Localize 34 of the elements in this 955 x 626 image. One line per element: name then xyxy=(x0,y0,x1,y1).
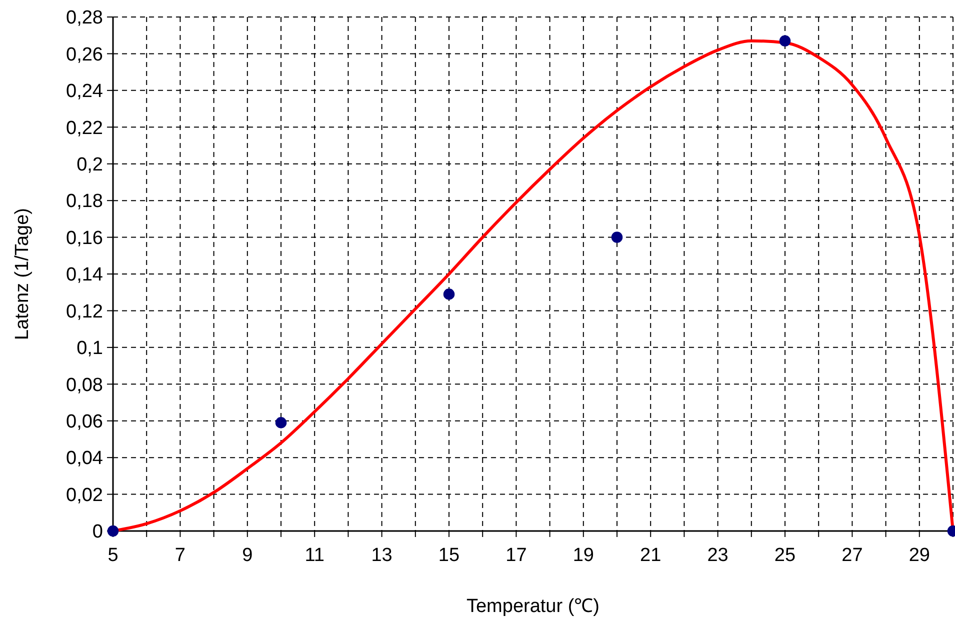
y-tick-label: 0,26 xyxy=(66,44,103,66)
x-tick-label: 13 xyxy=(371,545,392,566)
x-tick-label: 27 xyxy=(842,545,863,566)
point xyxy=(779,35,791,46)
y-tick-label: 0,1 xyxy=(76,338,103,360)
point xyxy=(443,288,455,300)
point xyxy=(275,417,287,428)
x-tick-label: 5 xyxy=(108,545,118,566)
y-tick-label: 0,18 xyxy=(66,191,103,212)
x-tick-label: 11 xyxy=(304,545,324,566)
x-tick-label: 7 xyxy=(174,545,186,566)
x-tick-label: 9 xyxy=(242,545,253,566)
y-tick-label: 0,04 xyxy=(66,448,104,470)
y-tick-label: 0,08 xyxy=(66,374,103,396)
y-tick-label: 0 xyxy=(92,522,103,543)
y-tick-label: 0,02 xyxy=(66,484,103,506)
y-tick-label: 0,22 xyxy=(66,118,103,139)
x-tick-label: 25 xyxy=(774,545,796,566)
y-tick-label: 0,16 xyxy=(66,228,103,249)
x-tick-label: 21 xyxy=(640,545,662,566)
y-tick-label: 0,24 xyxy=(66,81,104,102)
x-tick-label: 15 xyxy=(438,545,460,566)
y-axis-title: Latenz (1/Tage) xyxy=(12,208,33,340)
y-tick-label: 0,2 xyxy=(76,154,103,176)
x-tick-label: 23 xyxy=(707,545,728,566)
y-tick-label: 0,12 xyxy=(66,301,103,322)
point xyxy=(611,232,623,243)
y-tick-label: 0,14 xyxy=(66,264,104,286)
x-tick-label: 29 xyxy=(908,545,930,566)
x-axis-title: Temperatur (℃) xyxy=(466,596,600,617)
y-tick-label: 0,28 xyxy=(66,8,103,29)
x-tick-label: 17 xyxy=(506,545,527,566)
x-tick-label: 19 xyxy=(572,545,594,566)
y-tick-label: 0,06 xyxy=(66,412,103,433)
